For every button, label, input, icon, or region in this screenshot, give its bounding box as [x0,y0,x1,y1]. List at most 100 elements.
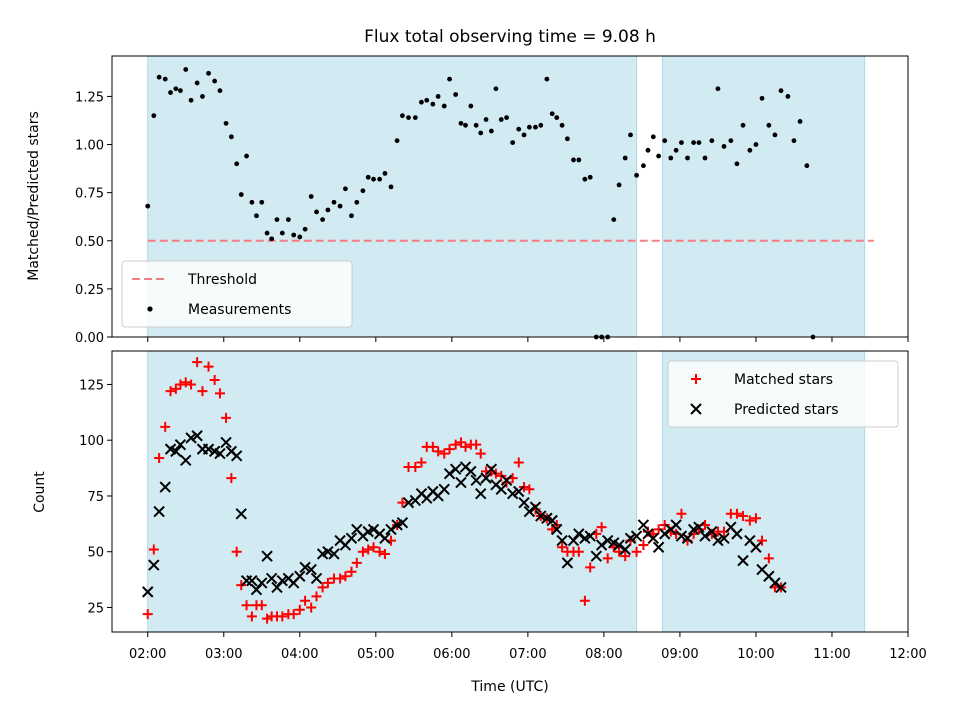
matched-star-point [557,542,568,553]
measurement-point [804,163,810,169]
measurement-point [308,194,314,199]
matched-star-point [744,515,755,526]
predicted-star-point [681,532,694,545]
predicted-star-point [265,572,278,585]
measurement-point [264,230,270,236]
measurement-point [168,90,173,95]
measurement-point [634,172,639,178]
legend: Threshold Measurements [121,260,353,328]
measurement-point [797,119,803,124]
matched-star-point [214,388,225,399]
matched-star-point [221,412,232,423]
predicted-star-point [718,532,730,545]
matched-star-point [175,379,186,390]
x-tick-label: 05:00 [357,647,394,662]
predicted-star-point [637,519,650,531]
y-tick-label: 0.50 [75,235,104,250]
measurement-point [778,88,784,94]
measurement-point [740,122,746,128]
predicted-star-point [379,532,391,545]
matched-star-point [416,457,427,468]
predicted-star-point [191,430,203,442]
y-tick-label: 75 [87,490,104,505]
matched-star-point [262,613,273,624]
predicted-star-point [202,443,215,455]
measurement-point [759,95,765,101]
measurement-point [559,122,565,128]
measurement-point [622,155,628,161]
matched-star-point [444,444,455,455]
predicted-star-point [561,557,574,569]
measurement-point [510,140,516,146]
measurement-point [337,203,343,209]
matched-star-point [203,361,214,372]
measurement-point [463,122,468,128]
matched-star-point [351,557,362,568]
matched-star-point [246,611,257,622]
measurement-point [473,122,479,128]
measurement-point [656,153,662,159]
matched-star-point [160,421,171,432]
predicted-star-point [480,472,492,484]
y-tick-label: 0.00 [75,331,104,346]
measurement-point [285,217,291,222]
matched-star-point [596,522,607,533]
predicted-star-point [475,488,487,500]
matched-star-point [368,542,379,553]
matched-star-point [288,609,299,620]
x-tick-label: 06:00 [433,647,470,662]
matched-star-point [165,386,176,397]
matched-star-point [410,461,421,472]
y-tick-label: 125 [79,378,104,393]
matched-star-point [757,535,768,546]
matched-star-point [585,562,596,573]
legend: Matched stars Predicted stars [667,360,899,428]
plot-frame [111,350,909,633]
measurement-point [673,147,679,153]
predicted-star-point [513,485,525,498]
measurement-point [709,138,715,144]
predicted-star-point [159,481,171,493]
measurement-point [734,161,740,167]
measurement-point [628,132,633,138]
matched-star-point [226,473,237,484]
matched-star-point [231,546,242,557]
measurement-point [468,103,474,109]
measurement-point [685,155,690,161]
measurement-point [173,86,179,92]
matched-star-point [433,446,444,457]
measurement-point [394,138,400,144]
matched-star-point [455,437,466,448]
matched-star-point [397,497,408,508]
matched-star-point [638,540,649,551]
predicted-star-point [495,483,507,495]
plot-frame [111,55,909,338]
measurement-point [200,94,205,99]
measurement-point [269,236,275,242]
measurement-point [406,115,411,120]
predicted-star-point [613,539,625,551]
matched-star-point [750,513,761,524]
x-tick-label: 04:00 [281,647,318,662]
x-tick-label: 11:00 [813,647,850,662]
predicted-star-point [310,572,323,585]
predicted-star-point [731,528,743,540]
predicted-star-point [652,541,665,553]
predicted-star-point [619,543,631,556]
legend-label: Matched stars [734,372,833,388]
measurement-point [571,157,576,163]
predicted-star-point [485,463,498,475]
measurement-point [194,80,200,86]
measurement-point [419,99,424,105]
x-tick-label: 02:00 [129,647,166,662]
measurement-point [747,147,753,153]
measurement-point [430,101,436,107]
measurement-point [297,234,303,240]
predicted-star-point [385,523,397,536]
predicted-star-point [465,465,477,478]
matched-star-point [192,357,203,368]
y-tick-label: 1.25 [75,90,104,105]
y-tick-label: 1.00 [75,139,104,154]
measurement-point [641,163,646,169]
